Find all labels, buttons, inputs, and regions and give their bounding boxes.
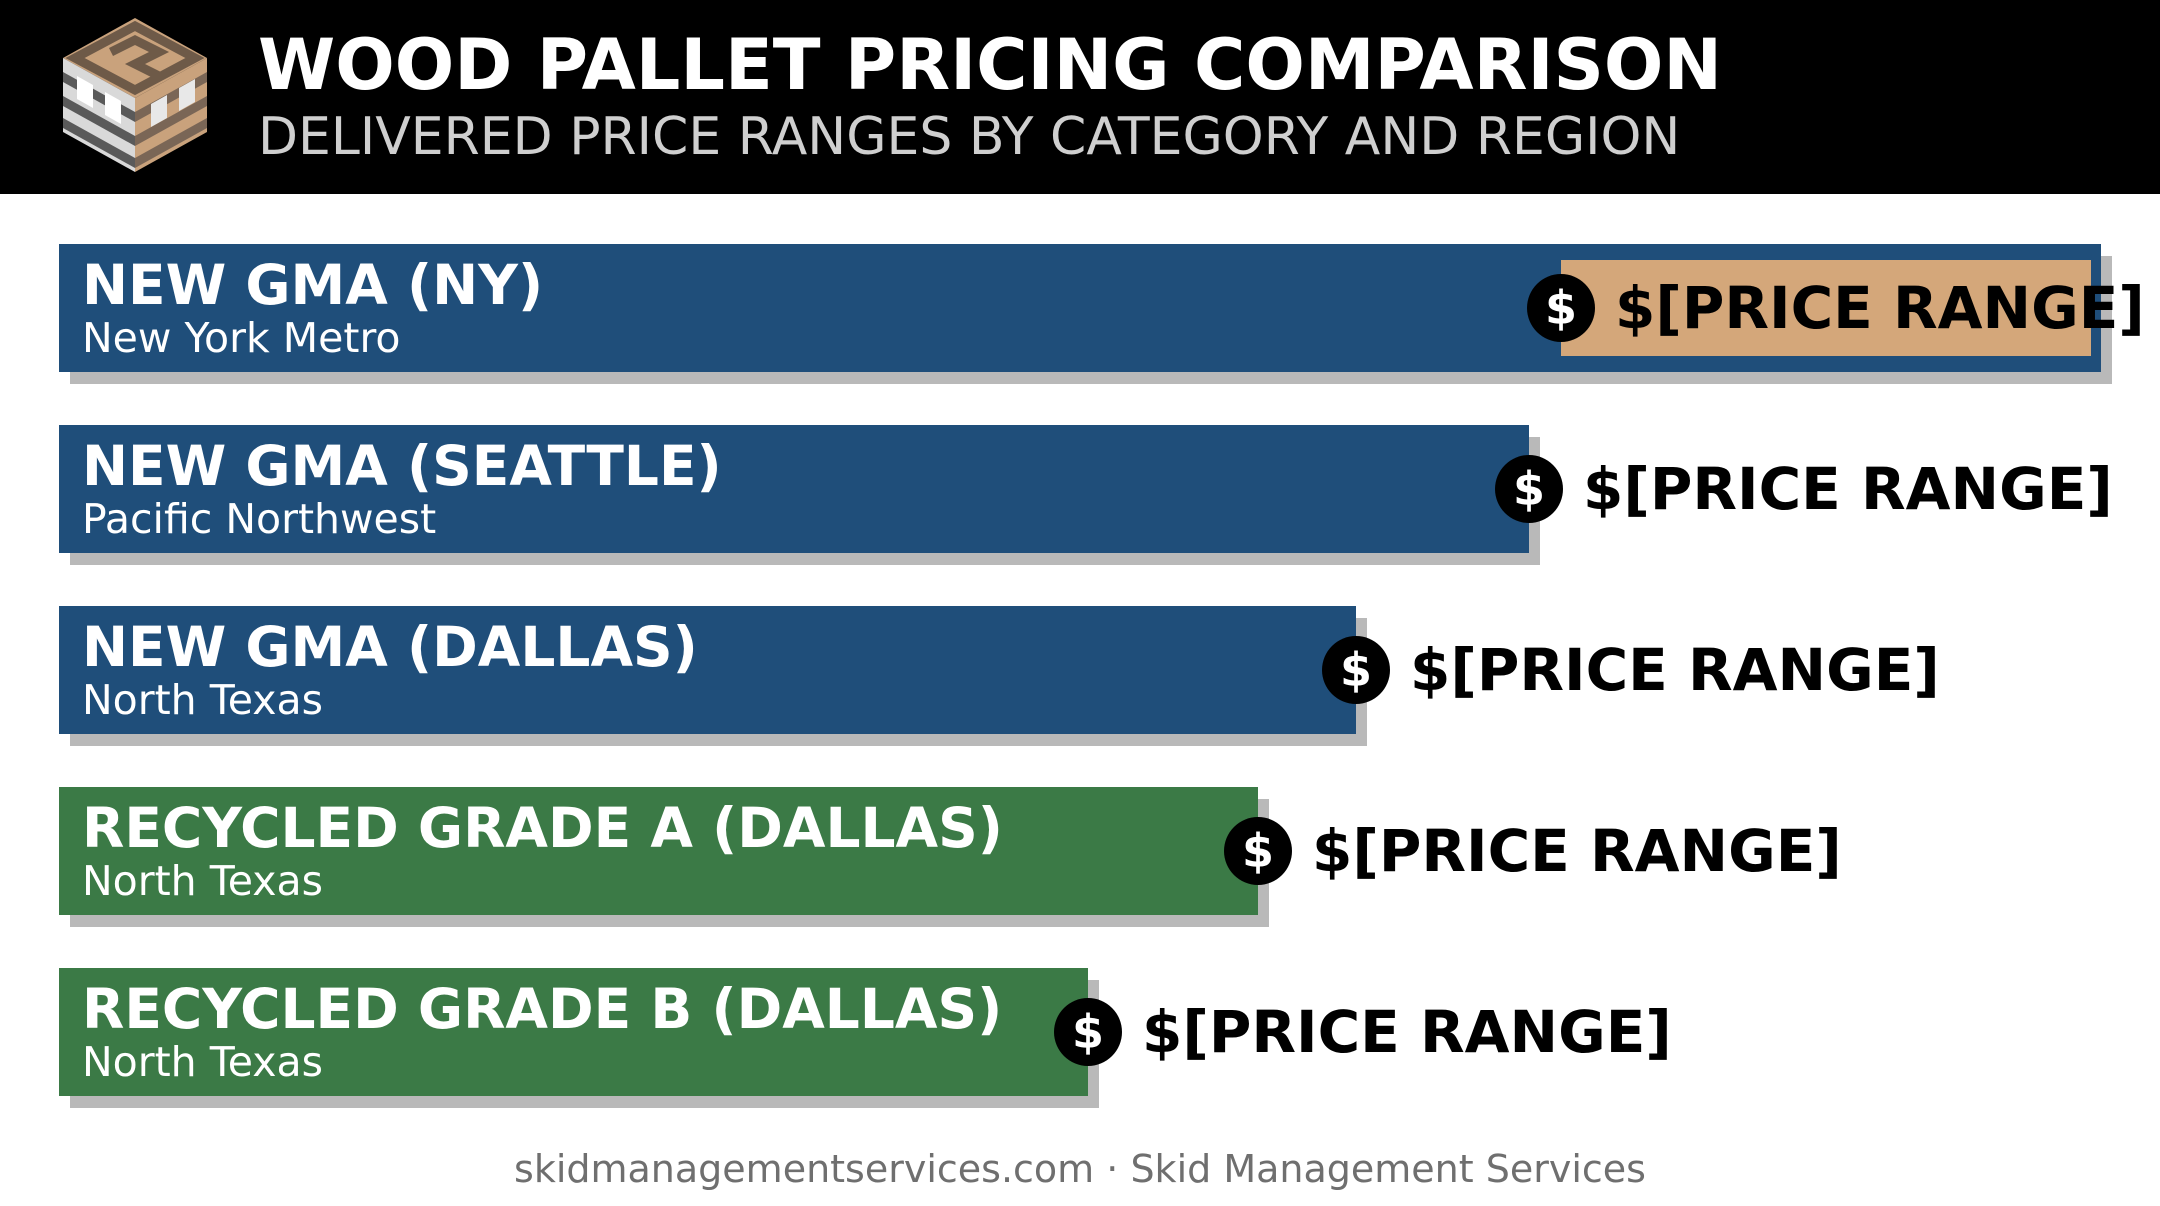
bar-label: NEW GMA (DALLAS) [82,615,698,679]
bar [59,787,1258,915]
chart-row: NEW GMA (DALLAS) North Texas $ $[PRICE RANG… [0,606,2160,746]
header-banner: WOOD PALLET PRICING COMPARISON DELIVERED… [0,0,2160,194]
chart-row: RECYCLED GRADE A (DALLAS) North Texas $ $[P… [0,787,2160,927]
bar-sublabel: North Texas [82,676,324,724]
bar-sublabel: New York Metro [82,314,401,362]
bar-sublabel: North Texas [82,857,324,905]
price-range-label: $[PRICE RANGE] [1410,636,1940,704]
bar-label: RECYCLED GRADE A (DALLAS) [82,796,1003,860]
chart-row: NEW GMA (NY) New York Metro $ $[PRICE RANGE… [0,244,2160,384]
price-range-label: $[PRICE RANGE] [1583,455,2113,523]
dollar-circle-icon: $ [1495,455,1563,523]
page-subtitle: DELIVERED PRICE RANGES BY CATEGORY AND R… [258,107,1681,167]
bar [59,425,1529,553]
bar-chart: NEW GMA (NY) New York Metro $ $[PRICE RANGE… [0,194,2160,1124]
pallet-logo-icon [63,18,207,172]
chart-row: RECYCLED GRADE B (DALLAS) North Texas $ $[P… [0,968,2160,1108]
bar-label: NEW GMA (NY) [82,253,544,317]
footer-attribution: skidmanagementservices.com · Skid Manage… [514,1147,1646,1191]
dollar-circle-icon: $ [1527,274,1595,342]
dollar-circle-icon: $ [1322,636,1390,704]
bar-label: NEW GMA (SEATTLE) [82,434,722,498]
price-range-label: $[PRICE RANGE] [1312,817,1842,885]
dollar-circle-icon: $ [1224,817,1292,885]
dollar-circle-icon: $ [1054,998,1122,1066]
bar-sublabel: North Texas [82,1038,324,1086]
bar [59,606,1356,734]
bar [59,968,1088,1096]
price-range-label: $[PRICE RANGE] [1615,274,2145,342]
price-highlight-box [1561,260,2091,356]
bar-sublabel: Pacific Northwest [82,495,437,543]
bar-label: RECYCLED GRADE B (DALLAS) [82,977,1003,1041]
page-title: WOOD PALLET PRICING COMPARISON [258,24,1723,106]
price-range-label: $[PRICE RANGE] [1142,998,1672,1066]
chart-row: NEW GMA (SEATTLE) Pacific Northwest $ $[PRI… [0,425,2160,565]
